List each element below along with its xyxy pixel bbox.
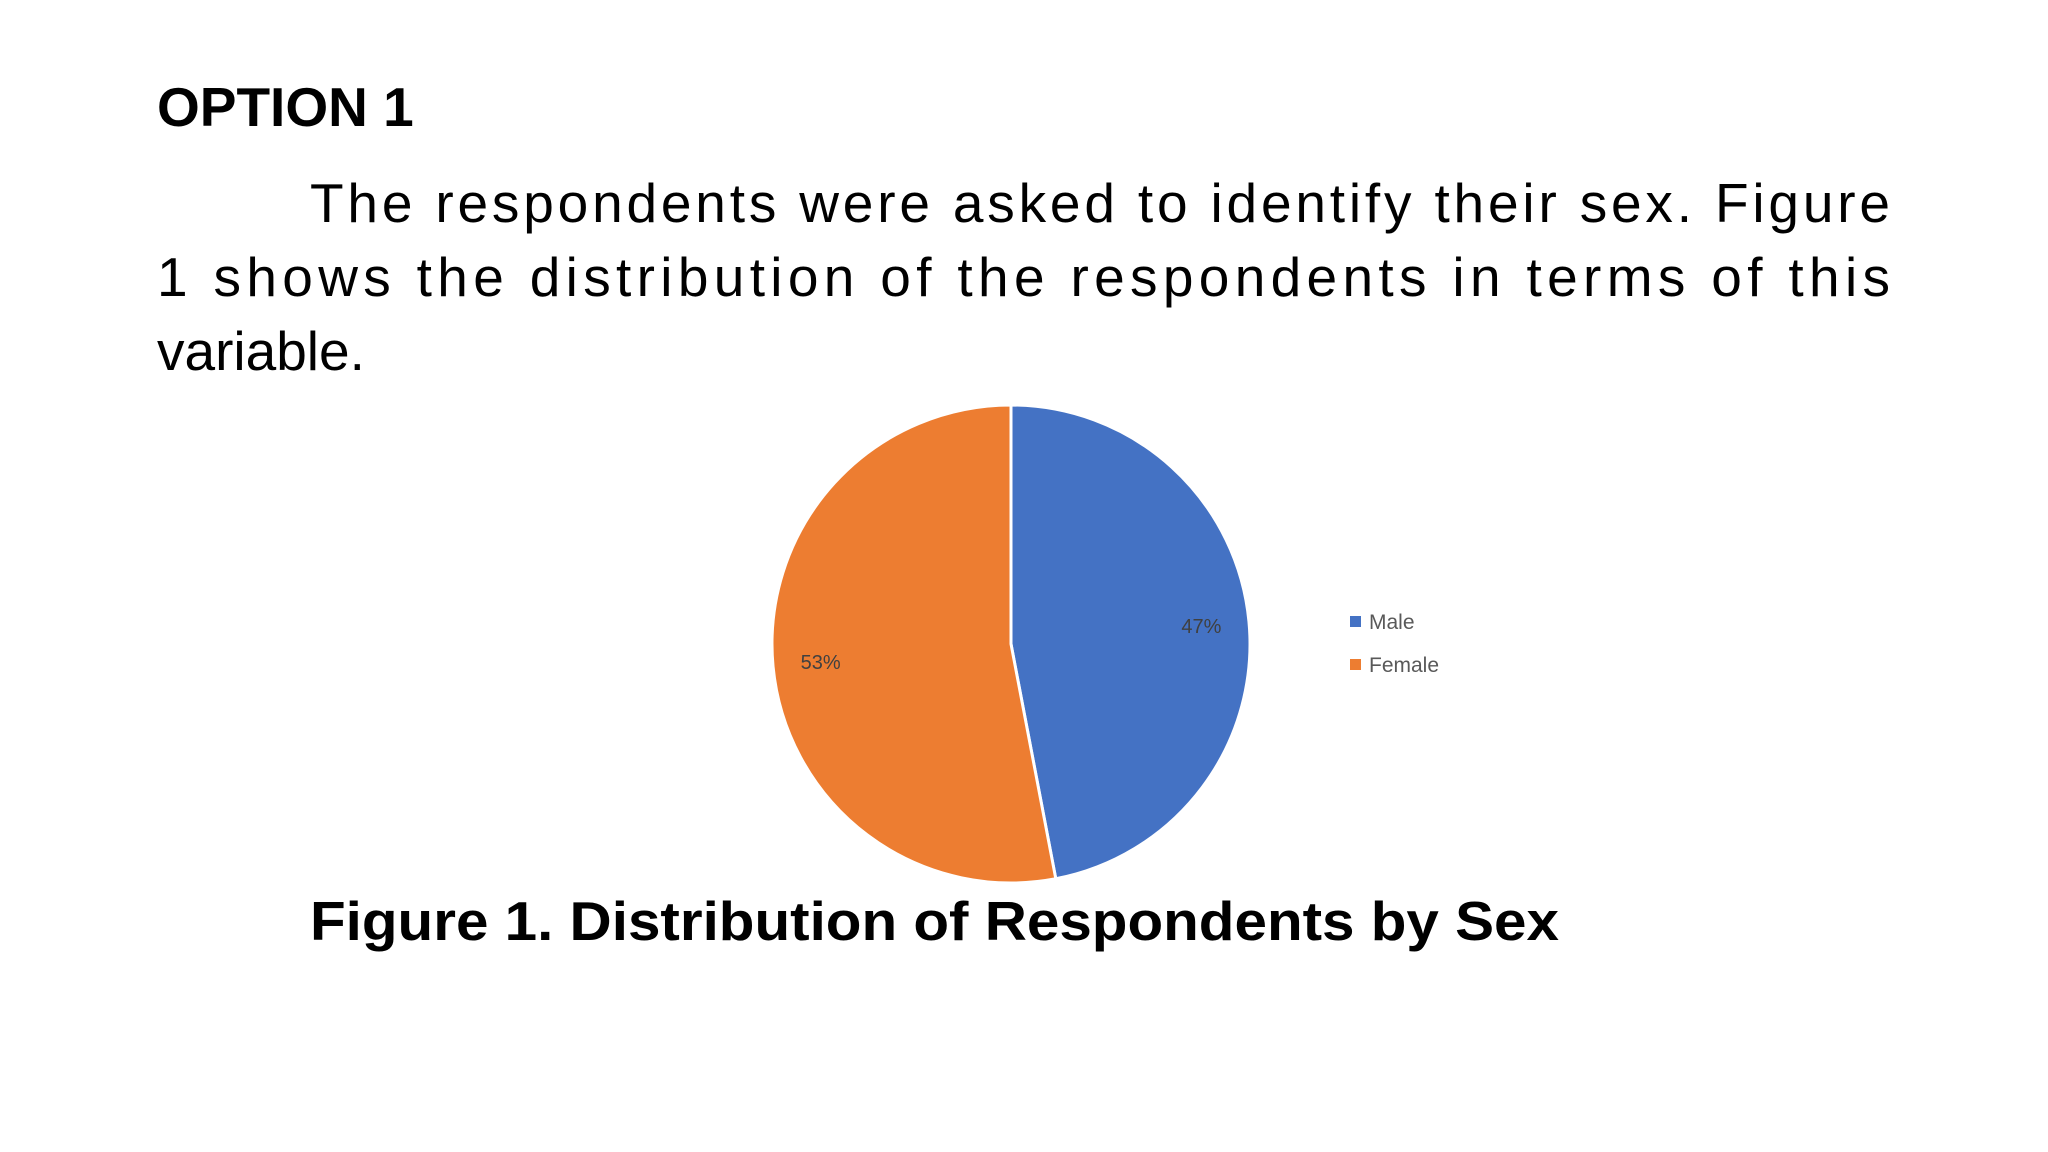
legend-label: Male [1369,611,1415,634]
pie-slice [770,403,1058,885]
paragraph-line: variable. [157,320,365,382]
legend-swatch [1350,616,1361,627]
chart-title: Figure 1. Distribution of Respondents by… [310,890,1559,952]
legend-label: Female [1369,654,1439,677]
paragraph-line: 1 shows the distribution of the responde… [157,246,1890,308]
data-label: 53% [801,652,841,674]
pie-slice [1009,403,1252,881]
paragraph-line: The respondents were asked to identify t… [310,172,1890,234]
legend-swatch [1350,659,1361,670]
heading: OPTION 1 [157,76,414,138]
data-label: 47% [1181,616,1221,638]
